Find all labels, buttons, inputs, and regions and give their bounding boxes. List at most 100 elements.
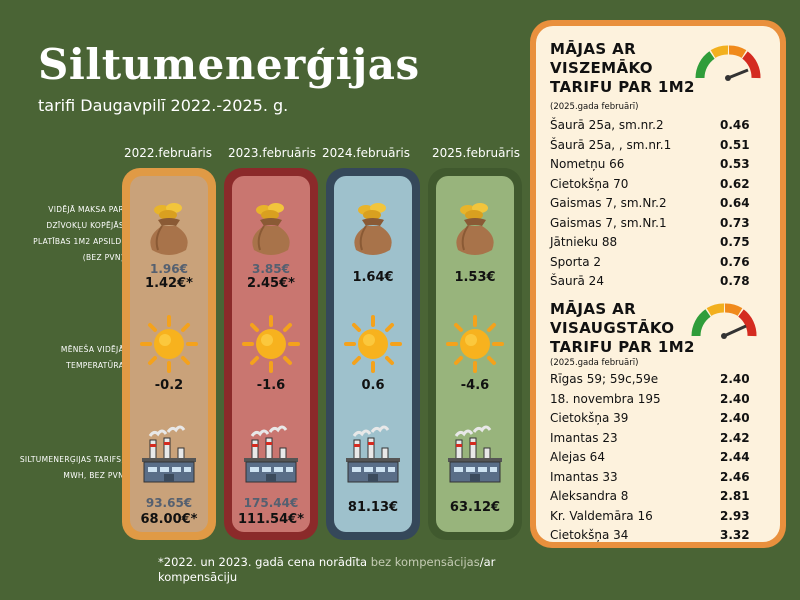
house-address: Imantas 33: [550, 469, 618, 484]
house-tariff: 0.75: [720, 235, 750, 249]
year-card: 1.64€ 0.6 81.13€: [326, 168, 420, 540]
house-address: Gaismas 7, sm.Nr.1: [550, 215, 667, 230]
cost-old-value: 3.85€: [252, 262, 290, 276]
page-title: Siltumenerģijas: [38, 40, 420, 89]
house-row: Nometņu 66 0.53: [550, 157, 780, 176]
house-tariff: 0.73: [720, 215, 750, 230]
tariff-value: 111.54€*: [237, 512, 304, 527]
factory-icon: [240, 424, 302, 486]
house-row: Imantas 33 2.46: [550, 470, 780, 489]
house-tariff: 0.53: [720, 157, 750, 171]
tariff-value: 81.13€: [347, 500, 399, 515]
highest-heading-line3: TARIFU PAR 1M2: [550, 338, 695, 356]
cost-value: 2.45€*: [247, 276, 295, 291]
highest-heading-line1: MĀJAS AR: [550, 300, 637, 318]
factory-icon: [342, 424, 404, 486]
house-tariff: 0.64: [720, 196, 750, 210]
temperature-value: -4.6: [460, 378, 490, 393]
house-tariff: 0.62: [720, 176, 750, 191]
house-tariff: 2.81: [720, 489, 750, 503]
row-label-cost: VIDĒJĀ MAKSA PAR DZĪVOKĻU KOPĒJĀS PLATĪB…: [33, 205, 124, 262]
house-address: Šaurā 24: [550, 274, 604, 288]
highest-heading-line2: VISAUGSTĀKO: [550, 319, 675, 337]
house-address: Gaismas 7, sm.Nr.2: [550, 196, 667, 210]
money-bag-icon: [348, 198, 398, 258]
house-address: Šaurā 25a, , sm.nr.1: [550, 137, 672, 152]
house-row: Cietokšņa 70 0.62: [550, 177, 780, 196]
house-row: Sporta 2 0.76: [550, 255, 780, 274]
sun-icon: [241, 314, 301, 374]
house-row: Gaismas 7, sm.Nr.1 0.73: [550, 216, 780, 235]
house-tariff: 2.42: [720, 430, 750, 445]
money-bag-icon: [246, 198, 296, 258]
row-label-temperature: MĒNEŠA VIDĒJĀ TEMPERATŪRA: [60, 345, 124, 370]
house-tariff: 2.40: [720, 411, 750, 425]
row-label-tariff: SILTUMENERĢIJAS TARIFS, MWH, BEZ PVN: [19, 455, 124, 480]
house-row: Gaismas 7, sm.Nr.2 0.64: [550, 196, 780, 215]
house-address: Cietokšņa 70: [550, 176, 629, 191]
lowest-heading-line3: TARIFU PAR 1M2: [550, 78, 695, 96]
tariff-old-value: 175.44€: [243, 496, 299, 510]
year-card: 1.53€ -4.6 63.12€: [428, 168, 522, 540]
tariff-value: 68.00€*: [140, 512, 198, 527]
house-tariff: 2.46: [720, 469, 750, 484]
money-bag-icon: [144, 198, 194, 258]
cost-value: 1.64€: [352, 270, 394, 285]
column-header: 2022.februāris: [124, 146, 212, 160]
sun-icon: [445, 314, 505, 374]
house-address: Šaurā 25a, sm.nr.2: [550, 118, 664, 132]
cost-value: 1.53€: [454, 270, 496, 285]
house-address: Aleksandra 8: [550, 489, 629, 503]
lowest-sub: (2025.gada februārī): [550, 102, 639, 112]
house-row: Cietokšņa 39 2.40: [550, 411, 780, 430]
house-address: Kr. Valdemāra 16: [550, 508, 653, 523]
sun-icon: [343, 314, 403, 374]
column-header: 2025.februāris: [432, 146, 520, 160]
house-address: Alejas 64: [550, 450, 605, 464]
column-header: 2024.februāris: [322, 146, 410, 160]
house-address: Sporta 2: [550, 254, 602, 269]
houses-panel-inner: MĀJAS AR VISZEMĀKO TARIFU PAR 1M2 (2025.…: [536, 26, 780, 542]
lowest-heading-line2: VISZEMĀKO: [550, 59, 653, 77]
house-tariff: 2.40: [720, 372, 750, 386]
year-card: 3.85€ 2.45€* -1.6 175.44€ 111.54€*: [224, 168, 318, 540]
footnote: *2022. un 2023. gadā cena norādīta bez k…: [158, 555, 498, 585]
house-tariff: 3.32: [720, 528, 750, 542]
lowest-heading-line1: MĀJAS AR: [550, 40, 637, 58]
gauge-high-icon: [691, 303, 757, 339]
house-row: Alejas 64 2.44: [550, 450, 780, 469]
temperature-value: -1.6: [256, 378, 286, 393]
house-address: Imantas 23: [550, 430, 618, 445]
temperature-value: 0.6: [361, 378, 385, 393]
tariff-value: 63.12€: [449, 500, 501, 515]
temperature-value: -0.2: [154, 378, 184, 393]
column-header: 2023.februāris: [228, 146, 316, 160]
house-address: Jātnieku 88: [550, 235, 618, 249]
house-row: Kr. Valdemāra 16 2.93: [550, 509, 780, 528]
footnote-highlight: bez kompensācijas: [370, 555, 480, 569]
year-card: 1.96€ 1.42€* -0.2 93.65€ 68.00€*: [122, 168, 216, 540]
house-tariff: 2.93: [720, 508, 750, 523]
lowest-heading: MĀJAS AR VISZEMĀKO TARIFU PAR 1M2: [550, 40, 695, 97]
house-row: Aleksandra 8 2.81: [550, 489, 780, 508]
sun-icon: [139, 314, 199, 374]
house-address: Rīgas 59; 59c,59e: [550, 372, 659, 386]
house-row: Imantas 23 2.42: [550, 431, 780, 450]
house-tariff: 0.46: [720, 118, 750, 132]
cost-old-value: 1.96€: [150, 262, 188, 276]
tariff-old-value: 93.65€: [145, 496, 193, 510]
house-row: Šaurā 24 0.78: [550, 274, 780, 293]
house-row: Jātnieku 88 0.75: [550, 235, 780, 254]
money-bag-icon: [450, 198, 500, 258]
house-tariff: 2.44: [720, 450, 750, 464]
house-address: Cietokšņa 34: [550, 528, 629, 542]
page-subtitle: tarifi Daugavpilī 2022.-2025. g.: [38, 96, 289, 115]
house-row: Cietokšņa 34 3.32: [550, 528, 780, 547]
house-row: 18. novembra 195 2.40: [550, 392, 780, 411]
gauge-low-icon: [695, 45, 761, 81]
factory-icon: [444, 424, 506, 486]
highest-sub: (2025.gada februārī): [550, 358, 639, 368]
house-tariff: 2.40: [720, 391, 750, 406]
house-tariff: 0.78: [720, 274, 750, 288]
cost-value: 1.42€*: [145, 276, 193, 291]
